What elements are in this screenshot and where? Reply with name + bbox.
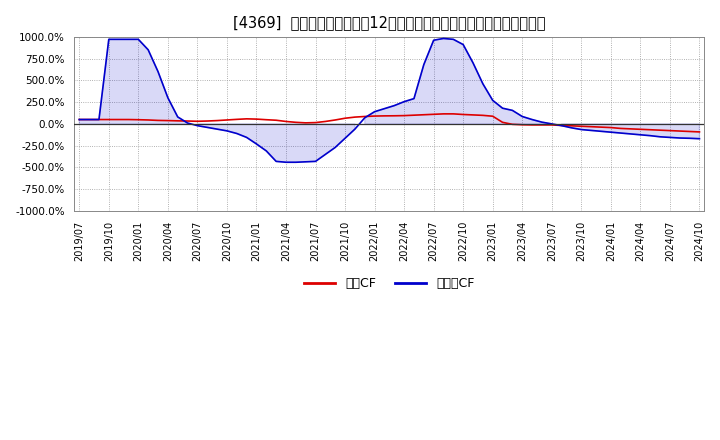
Legend: 営業CF, フリーCF: 営業CF, フリーCF [299,272,480,296]
Title: [4369]  キャッシュフローの12か月移動合計の対前年同期増減率の推移: [4369] キャッシュフローの12か月移動合計の対前年同期増減率の推移 [233,15,546,30]
